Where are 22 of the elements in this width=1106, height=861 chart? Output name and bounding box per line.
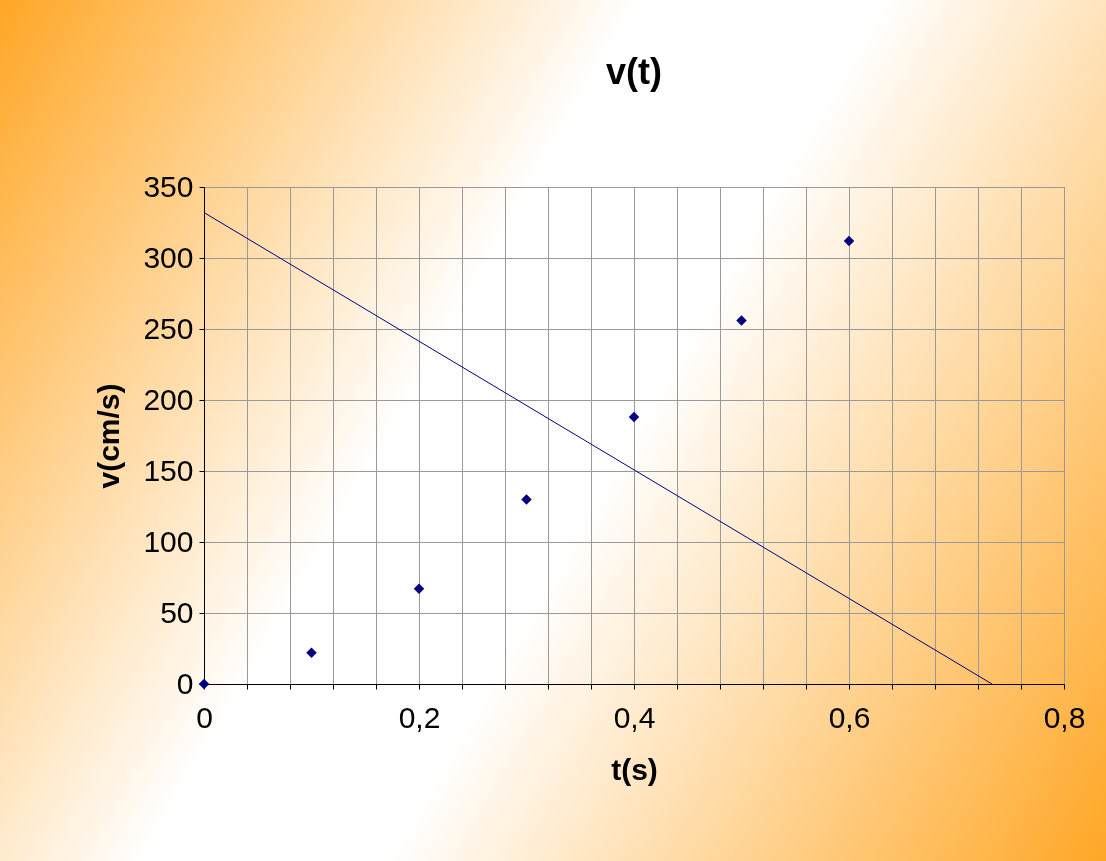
point <box>736 315 747 326</box>
y-tick-label: 0 <box>176 666 194 700</box>
chart-title: v(t) <box>606 51 662 92</box>
point <box>413 583 425 595</box>
x-tick-label: 0,8 <box>1043 700 1086 734</box>
y-tick-label: 150 <box>143 453 194 487</box>
x-axis-title: t(s) <box>611 752 658 786</box>
point <box>521 494 532 505</box>
point <box>306 647 317 658</box>
point <box>198 678 210 690</box>
x-tick-label: 0,4 <box>613 700 656 734</box>
x-tick-label: 0,6 <box>828 700 871 734</box>
point <box>628 411 640 423</box>
y-tick-label: 350 <box>143 169 194 203</box>
y-tick-label: 300 <box>143 240 194 274</box>
point <box>843 235 855 247</box>
y-tick-label: 100 <box>143 524 194 558</box>
y-tick-label: 200 <box>143 382 194 416</box>
y-axis-title: v(cm/s) <box>92 383 126 489</box>
y-tick-label: 50 <box>160 595 194 629</box>
y-tick-label: 250 <box>143 311 194 345</box>
x-tick-label: 0,2 <box>398 700 441 734</box>
